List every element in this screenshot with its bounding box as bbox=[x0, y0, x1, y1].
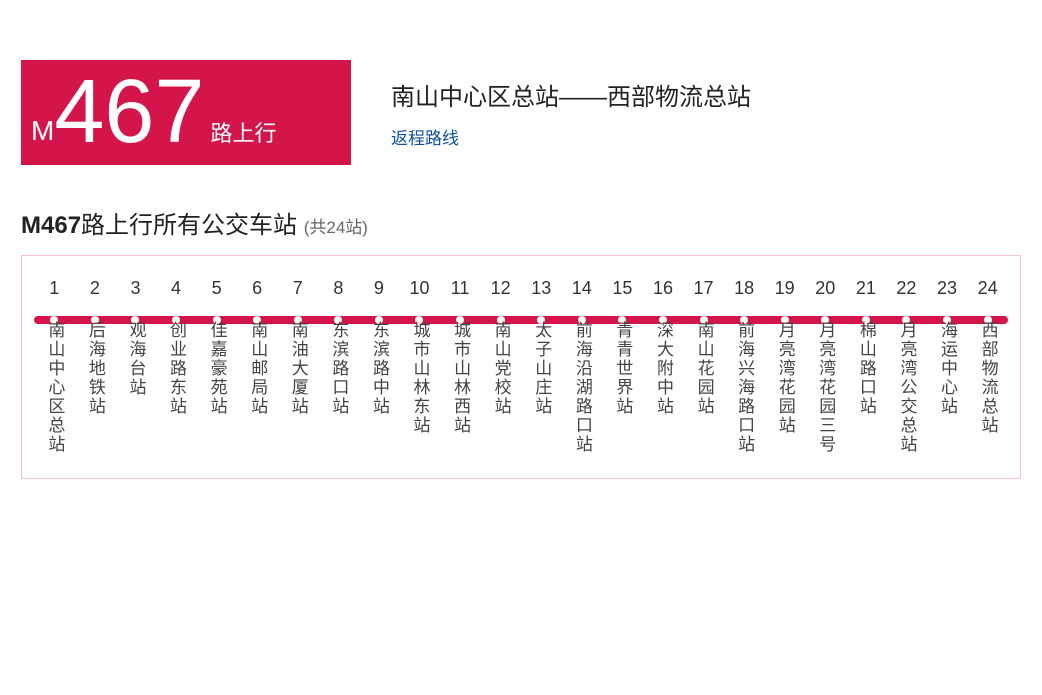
stop-name[interactable]: 南山邮局站 bbox=[243, 321, 271, 416]
stop-name[interactable]: 创业路东站 bbox=[162, 321, 190, 416]
stop-name[interactable]: 西部物流总站 bbox=[974, 321, 1002, 435]
stop-number: 9 bbox=[359, 278, 400, 299]
stop-name[interactable]: 东滨路口站 bbox=[324, 321, 352, 416]
stop-column: 17 南山花园站 bbox=[683, 278, 724, 454]
stop-column: 23 海运中心站 bbox=[927, 278, 968, 454]
stops-container: 1 南山中心区总站 2 后海地铁站 3 观海台站 4 创业路东站 5 佳嘉豪苑站 6 南山邮局站 7 南油… bbox=[34, 278, 1008, 454]
stop-column: 13 太子山庄站 bbox=[521, 278, 562, 454]
route-info: 南山中心区总站——西部物流总站 返程路线 bbox=[391, 77, 751, 149]
stop-column: 3 观海台站 bbox=[115, 278, 156, 454]
stop-number: 1 bbox=[34, 278, 75, 299]
route-box: 1 南山中心区总站 2 后海地铁站 3 观海台站 4 创业路东站 5 佳嘉豪苑站 6 南山邮局站 7 南油… bbox=[21, 255, 1021, 479]
stop-number: 19 bbox=[764, 278, 805, 299]
stop-name[interactable]: 棉山路口站 bbox=[852, 321, 880, 416]
stop-column: 21 棉山路口站 bbox=[846, 278, 887, 454]
stop-name[interactable]: 太子山庄站 bbox=[527, 321, 555, 416]
stop-number: 24 bbox=[967, 278, 1008, 299]
stop-column: 6 南山邮局站 bbox=[237, 278, 278, 454]
stop-number: 6 bbox=[237, 278, 278, 299]
stop-name[interactable]: 海运中心站 bbox=[933, 321, 961, 416]
stop-number: 8 bbox=[318, 278, 359, 299]
stop-column: 7 南油大厦站 bbox=[277, 278, 318, 454]
stop-name[interactable]: 前海沿湖路口站 bbox=[568, 321, 596, 454]
stop-column: 16 深大附中站 bbox=[643, 278, 684, 454]
section-title-rest: 路上行所有公交车站 bbox=[81, 212, 304, 239]
stop-column: 10 城市山林东站 bbox=[399, 278, 440, 454]
stop-column: 5 佳嘉豪苑站 bbox=[196, 278, 237, 454]
stop-name[interactable]: 城市山林东站 bbox=[405, 321, 433, 435]
stop-name[interactable]: 深大附中站 bbox=[649, 321, 677, 416]
stop-number: 12 bbox=[480, 278, 521, 299]
stop-number: 22 bbox=[886, 278, 927, 299]
stop-column: 19 月亮湾花园站 bbox=[764, 278, 805, 454]
stop-number: 10 bbox=[399, 278, 440, 299]
stop-number: 5 bbox=[196, 278, 237, 299]
stop-column: 1 南山中心区总站 bbox=[34, 278, 75, 454]
stop-name[interactable]: 青青世界站 bbox=[608, 321, 636, 416]
route-number: 467 bbox=[54, 72, 204, 153]
return-route-link[interactable]: 返程路线 bbox=[391, 129, 459, 148]
section-title-bold: M467 bbox=[21, 212, 81, 239]
stop-name[interactable]: 南山花园站 bbox=[690, 321, 718, 416]
stop-number: 11 bbox=[440, 278, 481, 299]
stop-name[interactable]: 观海台站 bbox=[121, 321, 149, 397]
page-container: M 467 路上行 南山中心区总站——西部物流总站 返程路线 M467路上行所有… bbox=[21, 60, 1021, 479]
stop-name[interactable]: 后海地铁站 bbox=[81, 321, 109, 416]
stop-name[interactable]: 月亮湾公交总站 bbox=[892, 321, 920, 454]
stop-number: 3 bbox=[115, 278, 156, 299]
stop-number: 17 bbox=[683, 278, 724, 299]
stop-name[interactable]: 南油大厦站 bbox=[284, 321, 312, 416]
header-row: M 467 路上行 南山中心区总站——西部物流总站 返程路线 bbox=[21, 60, 1021, 165]
route-title: 南山中心区总站——西部物流总站 bbox=[391, 77, 751, 112]
stop-number: 18 bbox=[724, 278, 765, 299]
route-suffix: 路上行 bbox=[211, 123, 277, 145]
stop-column: 12 南山党校站 bbox=[480, 278, 521, 454]
stop-number: 2 bbox=[75, 278, 116, 299]
route-badge: M 467 路上行 bbox=[21, 60, 351, 165]
stop-number: 23 bbox=[927, 278, 968, 299]
stop-name[interactable]: 月亮湾花园站 bbox=[771, 321, 799, 435]
stop-column: 24 西部物流总站 bbox=[967, 278, 1008, 454]
stop-name[interactable]: 南山中心区总站 bbox=[40, 321, 68, 454]
stop-column: 8 东滨路口站 bbox=[318, 278, 359, 454]
stop-column: 9 东滨路中站 bbox=[359, 278, 400, 454]
section-title: M467路上行所有公交车站 (共24站) bbox=[21, 205, 1021, 240]
stop-number: 14 bbox=[562, 278, 603, 299]
stop-column: 4 创业路东站 bbox=[156, 278, 197, 454]
stop-column: 15 青青世界站 bbox=[602, 278, 643, 454]
stop-number: 13 bbox=[521, 278, 562, 299]
stop-name[interactable]: 前海兴海路口站 bbox=[730, 321, 758, 454]
stop-column: 22 月亮湾公交总站 bbox=[886, 278, 927, 454]
stop-column: 2 后海地铁站 bbox=[75, 278, 116, 454]
stop-number: 21 bbox=[846, 278, 887, 299]
stop-name[interactable]: 南山党校站 bbox=[487, 321, 515, 416]
stop-number: 16 bbox=[643, 278, 684, 299]
route-prefix: M bbox=[31, 117, 54, 145]
stop-column: 18 前海兴海路口站 bbox=[724, 278, 765, 454]
stop-number: 7 bbox=[277, 278, 318, 299]
stop-number: 20 bbox=[805, 278, 846, 299]
stop-name[interactable]: 城市山林西站 bbox=[446, 321, 474, 435]
stop-number: 15 bbox=[602, 278, 643, 299]
stop-name[interactable]: 月亮湾花园三号 bbox=[811, 321, 839, 454]
section-count: (共24站) bbox=[304, 218, 368, 237]
stop-number: 4 bbox=[156, 278, 197, 299]
stop-column: 11 城市山林西站 bbox=[440, 278, 481, 454]
stop-column: 20 月亮湾花园三号 bbox=[805, 278, 846, 454]
stop-name[interactable]: 东滨路中站 bbox=[365, 321, 393, 416]
stop-name[interactable]: 佳嘉豪苑站 bbox=[203, 321, 231, 416]
stop-column: 14 前海沿湖路口站 bbox=[562, 278, 603, 454]
